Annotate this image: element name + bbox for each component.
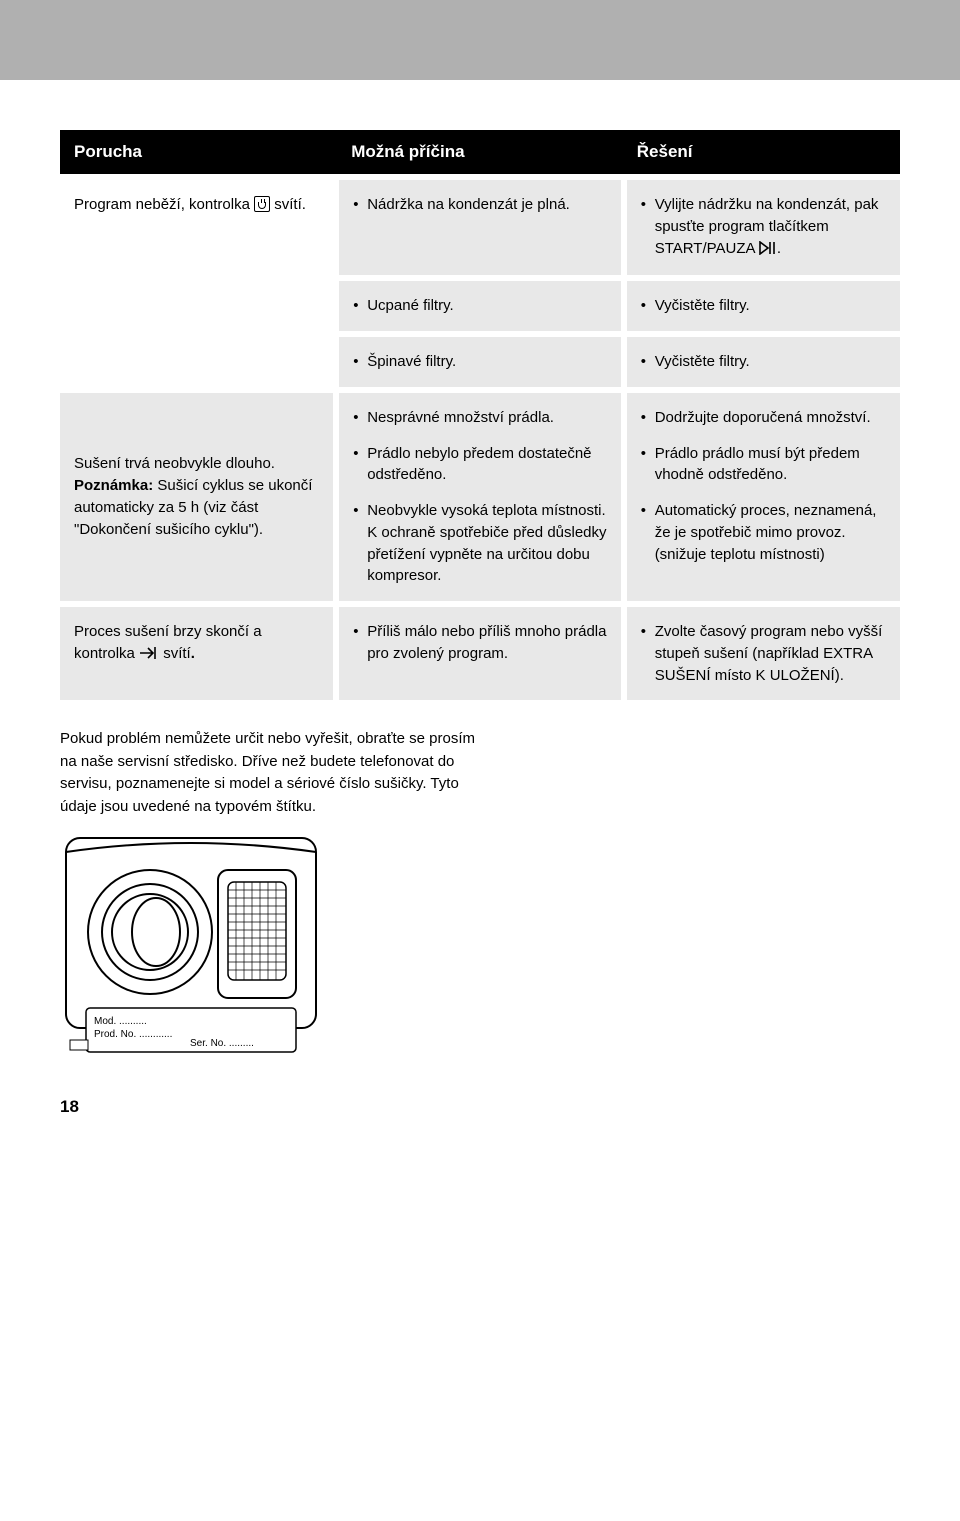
cause-text: Špinavé filtry. xyxy=(367,351,607,373)
table-header: Porucha Možná příčina Řešení xyxy=(60,130,900,174)
problem-p1: Sušení trvá neobvykle dlouho. xyxy=(74,453,319,475)
solution-cell: • Zvolte časový program nebo vyšší stupe… xyxy=(627,607,900,700)
solution-text: Zvolte časový program nebo vyšší stupeň … xyxy=(655,621,886,686)
bullet-icon: • xyxy=(641,500,655,522)
bullet-icon: • xyxy=(641,407,655,429)
solution-text: Vyčistěte filtry. xyxy=(655,351,886,373)
problem-cell: Sušení trvá neobvykle dlouho. Poznámka: … xyxy=(60,393,333,601)
solution-cell: • Vylijte nádržku na kondenzát, pak spus… xyxy=(627,180,900,275)
note-label: Poznámka: xyxy=(74,477,153,494)
bullet-icon: • xyxy=(641,621,655,643)
problem-dot: . xyxy=(191,645,195,662)
cause-text: Ucpané filtry. xyxy=(367,295,607,317)
bullet-icon: • xyxy=(353,194,367,216)
page-content: Porucha Možná příčina Řešení Program neb… xyxy=(0,130,960,1157)
cause-cell: • Ucpané filtry. xyxy=(339,281,621,331)
bullet-icon: • xyxy=(353,621,367,643)
appliance-illustration: Mod. .......... Prod. No. ............ S… xyxy=(60,832,900,1067)
cause-cell: • Nesprávné množství prádla. • Prádlo ne… xyxy=(339,393,621,601)
bullet-icon: • xyxy=(353,295,367,317)
problem-cell: Proces sušení brzy skončí a kontrolka sv… xyxy=(60,607,333,700)
problem-cell: Program neběží, kontrolka svítí. xyxy=(60,180,333,275)
bullet-icon: • xyxy=(353,351,367,373)
bullet-icon: • xyxy=(353,500,367,522)
solution-text: Vyčistěte filtry. xyxy=(655,295,886,317)
header-solution: Řešení xyxy=(623,130,900,174)
end-arrow-icon xyxy=(139,645,159,667)
table-row: Program neběží, kontrolka svítí. • Nádrž… xyxy=(60,180,900,275)
tank-icon xyxy=(254,196,270,212)
bullet-icon: • xyxy=(641,351,655,373)
solution-cell: • Vyčistěte filtry. xyxy=(627,281,900,331)
cause-cell: • Příliš málo nebo příliš mnoho prádla p… xyxy=(339,607,621,700)
table-row: • Špinavé filtry. • Vyčistěte filtry. xyxy=(60,337,900,387)
problem-p2: Poznámka: Sušicí cyklus se ukončí automa… xyxy=(74,475,319,540)
top-gray-banner xyxy=(0,0,960,80)
footer-paragraph: Pokud problém nemůžete určit nebo vyřeši… xyxy=(60,728,490,818)
cause-text: Prádlo nebylo předem dostatečně odstředě… xyxy=(367,443,607,487)
play-pause-icon xyxy=(759,240,777,262)
bullet-icon: • xyxy=(641,194,655,216)
label-prod: Prod. No. ............ xyxy=(94,1029,172,1040)
page-number: 18 xyxy=(60,1097,900,1117)
solution-cell: • Vyčistěte filtry. xyxy=(627,337,900,387)
label-ser: Ser. No. ......... xyxy=(190,1038,254,1049)
bullet-icon: • xyxy=(641,443,655,465)
cause-text: Neobvykle vysoká teplota místnosti. K oc… xyxy=(367,500,607,587)
problem-text-post: svítí xyxy=(163,645,191,662)
table-row: • Ucpané filtry. • Vyčistěte filtry. xyxy=(60,281,900,331)
bullet-icon: • xyxy=(353,407,367,429)
solution-text: Vylijte nádržku na kondenzát, pak spusťt… xyxy=(655,194,886,261)
cause-text: Nesprávné množství prádla. xyxy=(367,407,607,429)
solution-cell: • Dodržujte doporučená množství. • Prádl… xyxy=(627,393,900,601)
table-row: Proces sušení brzy skončí a kontrolka sv… xyxy=(60,607,900,700)
problem-text-pre: Program neběží, kontrolka xyxy=(74,196,254,213)
header-cause: Možná příčina xyxy=(337,130,623,174)
solution-text: Prádlo prádlo musí být předem vhodně ods… xyxy=(655,443,886,487)
bullet-icon: • xyxy=(641,295,655,317)
table-row: Sušení trvá neobvykle dlouho. Poznámka: … xyxy=(60,393,900,601)
bullet-icon: • xyxy=(353,443,367,465)
solution-text: Dodržujte doporučená množství. xyxy=(655,407,886,429)
cause-cell: • Nádržka na kondenzát je plná. xyxy=(339,180,621,275)
cause-text: Příliš málo nebo příliš mnoho prádla pro… xyxy=(367,621,607,665)
header-problem: Porucha xyxy=(60,130,337,174)
cause-text: Nádržka na kondenzát je plná. xyxy=(367,194,607,216)
label-mod: Mod. .......... xyxy=(94,1016,147,1027)
solution-text: Automatický proces, neznamená, že je spo… xyxy=(655,500,886,565)
problem-text-post: svítí. xyxy=(274,196,306,213)
cause-cell: • Špinavé filtry. xyxy=(339,337,621,387)
